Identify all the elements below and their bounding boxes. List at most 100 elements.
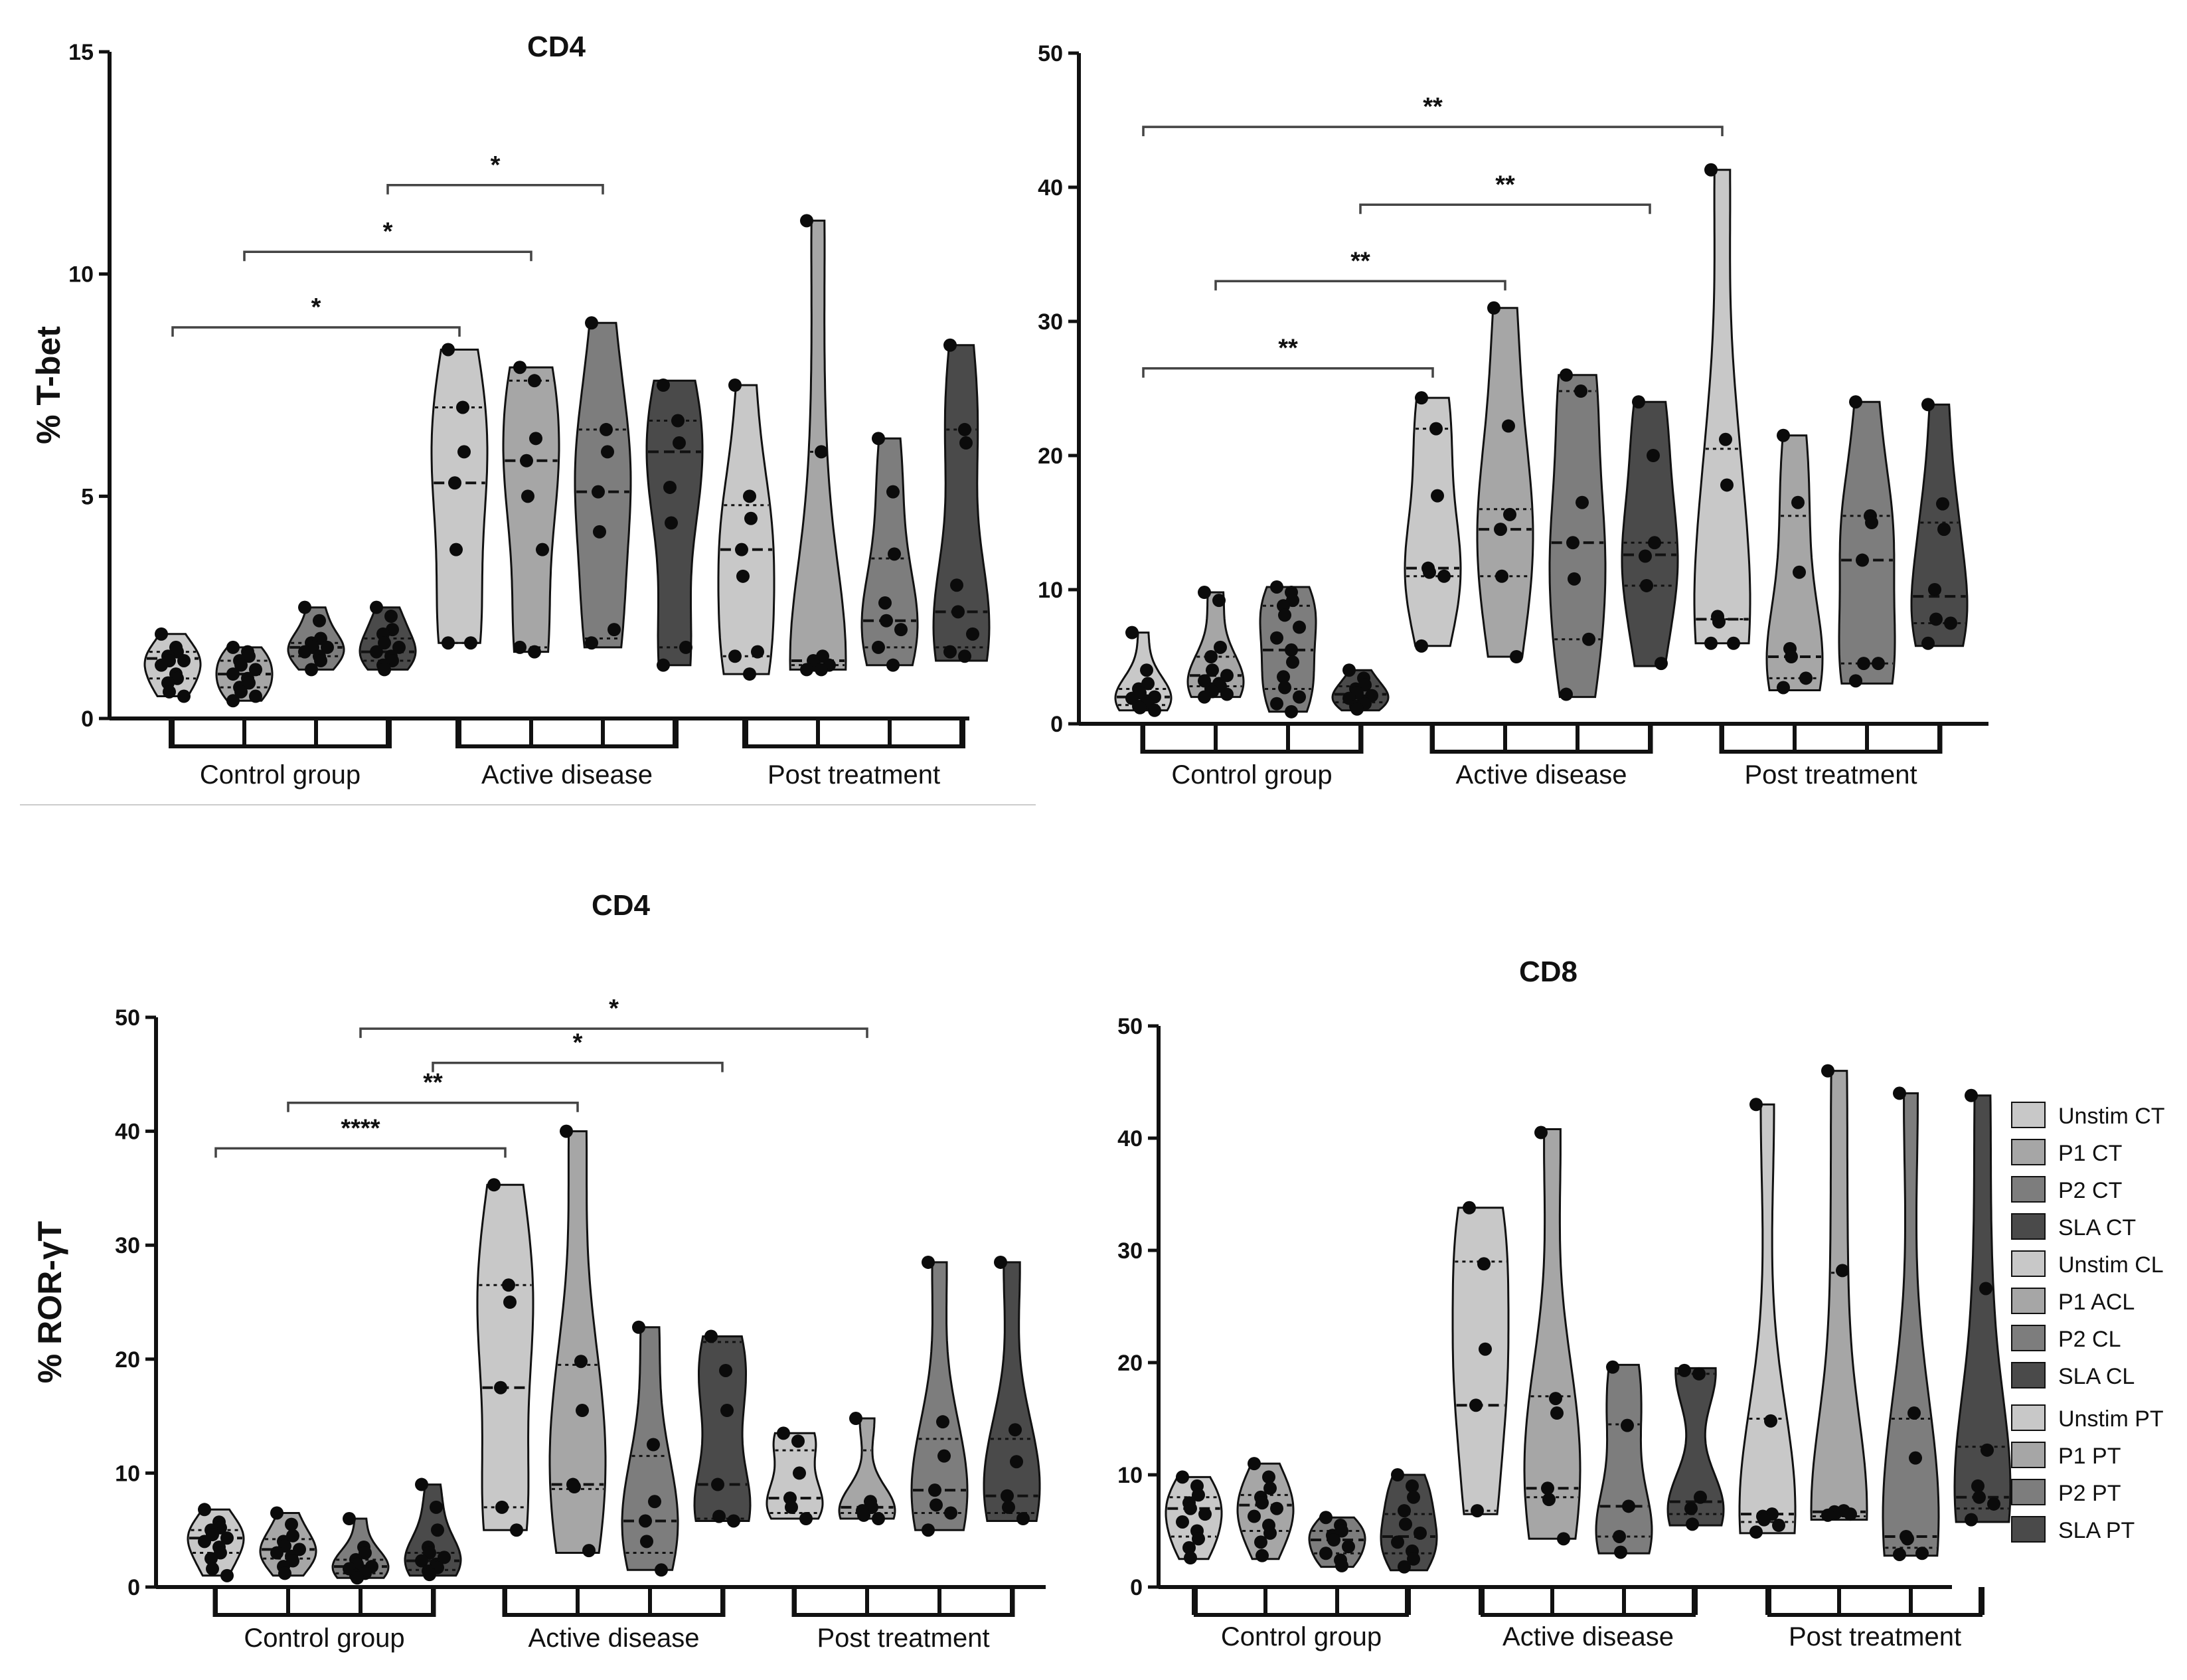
data-point [1694, 1490, 1707, 1504]
group-label: Active disease [481, 760, 653, 790]
data-point [1560, 368, 1573, 382]
data-point [582, 1544, 596, 1558]
violin-body [502, 366, 560, 653]
data-point [1212, 594, 1226, 608]
data-point [791, 1434, 805, 1448]
violin-body [1666, 1367, 1725, 1527]
panel-title: CD4 [527, 31, 586, 63]
data-point [1010, 1455, 1023, 1469]
y-tick-label: 40 [115, 1120, 140, 1145]
data-point [888, 547, 901, 561]
data-point [655, 1563, 668, 1577]
data-point [226, 667, 240, 681]
data-point [959, 436, 973, 450]
data-point [1678, 1363, 1691, 1377]
data-point [1431, 489, 1444, 503]
data-point [487, 1178, 501, 1192]
group-label: Control group [1171, 760, 1332, 790]
data-point [886, 485, 900, 499]
data-point [392, 640, 406, 654]
violin-sla-ct [404, 1477, 462, 1582]
data-point [495, 1500, 509, 1514]
data-point [163, 685, 176, 699]
violin-p2-cl [574, 316, 632, 650]
data-point [1278, 681, 1291, 695]
data-point [592, 485, 605, 499]
data-point [249, 689, 262, 703]
group-label: Active disease [1502, 1622, 1674, 1651]
data-point [1256, 1549, 1269, 1562]
data-point [1198, 1507, 1212, 1521]
violin-body [1548, 374, 1607, 699]
data-point [220, 1531, 234, 1545]
data-point [1704, 636, 1718, 650]
legend-swatch [2011, 1102, 2046, 1128]
data-point [1901, 1532, 1914, 1546]
data-point [204, 1552, 218, 1566]
data-point [494, 1381, 507, 1394]
data-point [1277, 670, 1290, 684]
violin-p2-pt [1838, 395, 1896, 688]
data-point [1632, 395, 1645, 409]
data-point [430, 1500, 443, 1514]
data-point [1206, 663, 1219, 677]
data-point [285, 1517, 298, 1531]
data-point [574, 1355, 588, 1369]
data-point [930, 1498, 943, 1512]
violin-body [476, 1183, 534, 1531]
legend-item: SLA CL [2011, 1362, 2135, 1389]
data-point [1909, 1451, 1922, 1465]
violin-p1-acl [548, 1124, 607, 1558]
violin-unstim-cl [476, 1178, 534, 1537]
violin-body [1738, 1103, 1797, 1535]
data-point [800, 663, 813, 677]
data-point [313, 614, 326, 628]
legend-label: P1 PT [2058, 1444, 2121, 1469]
data-point [359, 1546, 372, 1560]
data-point [1495, 569, 1508, 583]
data-point [1423, 565, 1436, 579]
data-point [442, 343, 455, 357]
data-point [1016, 1512, 1030, 1526]
group-label: Control group [244, 1624, 404, 1653]
data-point [951, 605, 965, 619]
data-point [456, 400, 469, 414]
data-point [234, 685, 248, 699]
data-point [305, 663, 318, 677]
violin-sla-cl [645, 378, 704, 672]
data-point [943, 338, 957, 352]
data-point [1777, 681, 1790, 695]
data-point [1622, 1499, 1635, 1513]
data-point [198, 1535, 211, 1549]
violin-body [1838, 400, 1896, 685]
legend-label: P2 CL [2058, 1327, 2121, 1352]
y-tick-label: 50 [1038, 41, 1063, 66]
data-point [1655, 657, 1668, 671]
significance-bar [287, 1101, 579, 1112]
data-point [880, 614, 893, 628]
data-point [671, 414, 685, 428]
data-point [1893, 1547, 1906, 1561]
legend-label: Unstim PT [2058, 1406, 2164, 1432]
data-point [1510, 650, 1523, 663]
data-point [1640, 578, 1653, 592]
data-point [943, 645, 957, 659]
significance-bar [432, 1061, 724, 1072]
data-point [799, 1512, 813, 1526]
legend-label: SLA PT [2058, 1518, 2135, 1543]
data-point [351, 1571, 364, 1585]
data-point [1198, 586, 1211, 600]
data-point [679, 640, 692, 654]
legend-label: SLA CL [2058, 1364, 2135, 1389]
legend-swatch [2011, 1250, 2046, 1277]
data-point [1937, 523, 1951, 537]
data-point [1198, 690, 1211, 704]
data-point [1981, 1443, 1994, 1457]
violin-unstim-cl [1451, 1201, 1510, 1518]
data-point [1270, 580, 1283, 594]
data-point [1541, 1481, 1554, 1495]
data-point [1192, 1488, 1205, 1502]
data-point [1928, 583, 1941, 596]
data-point [1921, 398, 1935, 412]
